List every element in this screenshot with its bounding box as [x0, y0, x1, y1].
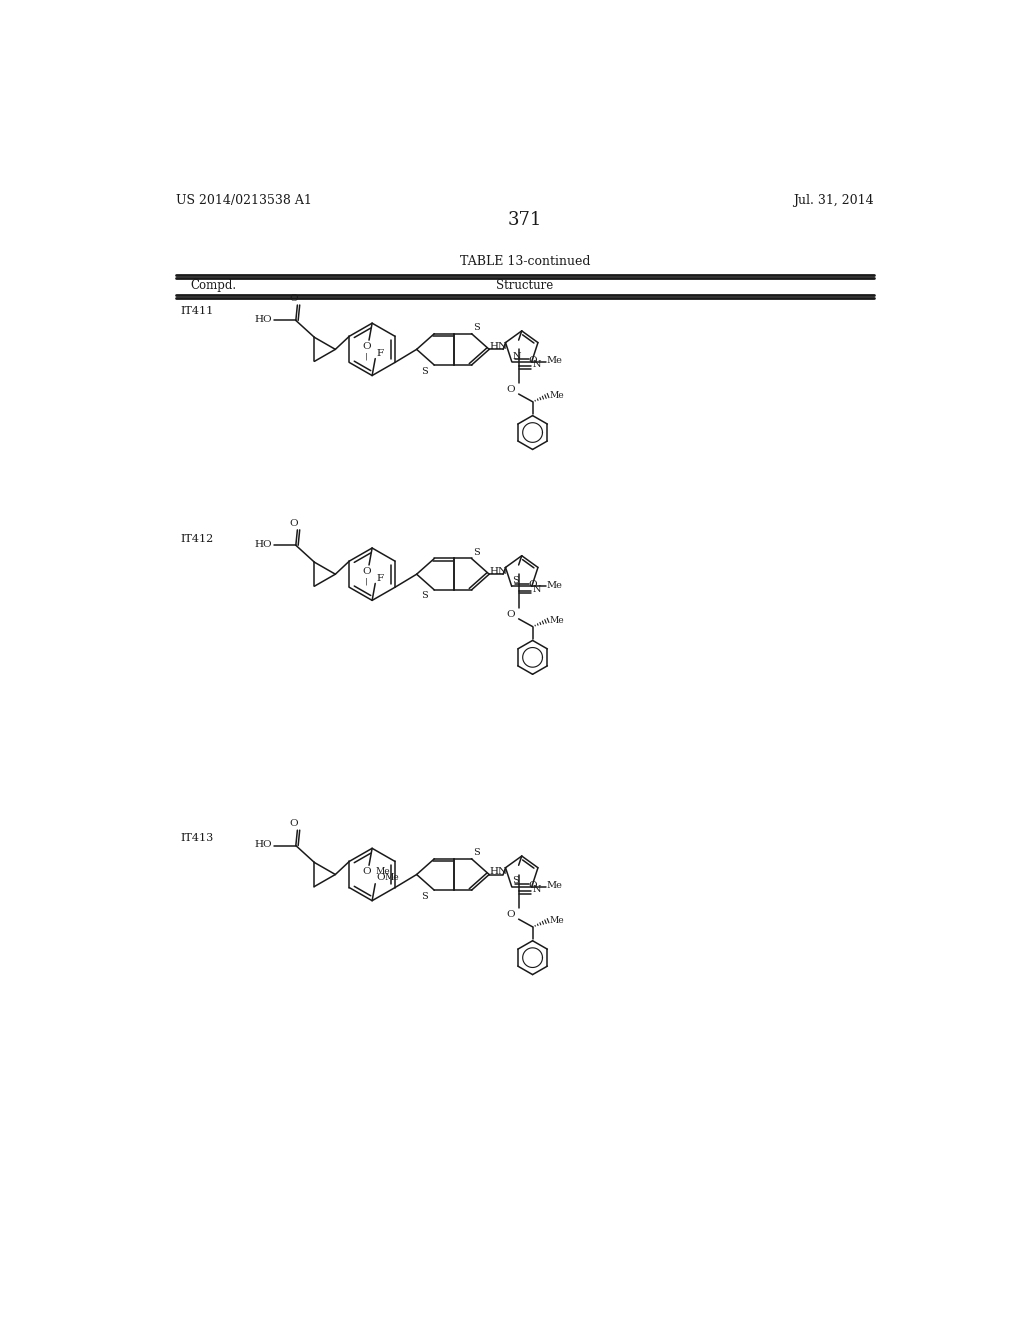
- Text: HN: HN: [489, 566, 508, 576]
- Text: O: O: [528, 880, 537, 890]
- Text: S: S: [421, 892, 428, 900]
- Text: O: O: [377, 873, 385, 882]
- Text: 371: 371: [508, 211, 542, 228]
- Text: US 2014/0213538 A1: US 2014/0213538 A1: [176, 194, 312, 207]
- Text: Me: Me: [550, 615, 564, 624]
- Text: TABLE 13-continued: TABLE 13-continued: [460, 256, 590, 268]
- Text: |: |: [366, 577, 369, 585]
- Text: S: S: [512, 576, 519, 585]
- Text: Me: Me: [547, 882, 562, 890]
- Text: O: O: [528, 355, 537, 364]
- Text: S: S: [473, 323, 480, 331]
- Text: O: O: [289, 820, 298, 829]
- Text: HN: HN: [489, 342, 508, 351]
- Text: IT411: IT411: [180, 306, 214, 317]
- Text: S: S: [421, 591, 428, 601]
- Text: S: S: [421, 367, 428, 376]
- Text: Jul. 31, 2014: Jul. 31, 2014: [793, 194, 873, 207]
- Text: Me: Me: [550, 916, 564, 925]
- Text: IT412: IT412: [180, 535, 214, 544]
- Text: Me: Me: [550, 391, 564, 400]
- Text: N: N: [532, 886, 541, 894]
- Text: Me: Me: [385, 873, 399, 882]
- Text: O: O: [289, 519, 298, 528]
- Text: HO: HO: [255, 840, 272, 849]
- Text: O: O: [362, 867, 371, 875]
- Text: IT413: IT413: [180, 833, 214, 843]
- Text: O: O: [289, 294, 298, 304]
- Text: N: N: [532, 585, 541, 594]
- Text: F: F: [377, 350, 384, 358]
- Text: |: |: [366, 352, 369, 360]
- Text: Me: Me: [547, 356, 562, 366]
- Text: N: N: [532, 360, 541, 370]
- Text: O: O: [528, 581, 537, 590]
- Text: HO: HO: [255, 315, 272, 323]
- Text: O: O: [362, 566, 371, 576]
- Text: Me: Me: [547, 581, 562, 590]
- Text: Me: Me: [375, 867, 390, 875]
- Text: O: O: [506, 909, 515, 919]
- Text: HN: HN: [489, 867, 508, 875]
- Text: S: S: [512, 876, 519, 884]
- Text: S: S: [473, 548, 480, 557]
- Text: F: F: [377, 574, 384, 583]
- Text: O: O: [362, 342, 371, 351]
- Text: S: S: [473, 847, 480, 857]
- Text: O: O: [506, 610, 515, 619]
- Text: O: O: [506, 385, 515, 393]
- Text: Structure: Structure: [497, 280, 553, 292]
- Text: Compd.: Compd.: [190, 280, 237, 292]
- Text: N: N: [512, 352, 521, 362]
- Text: HO: HO: [255, 540, 272, 549]
